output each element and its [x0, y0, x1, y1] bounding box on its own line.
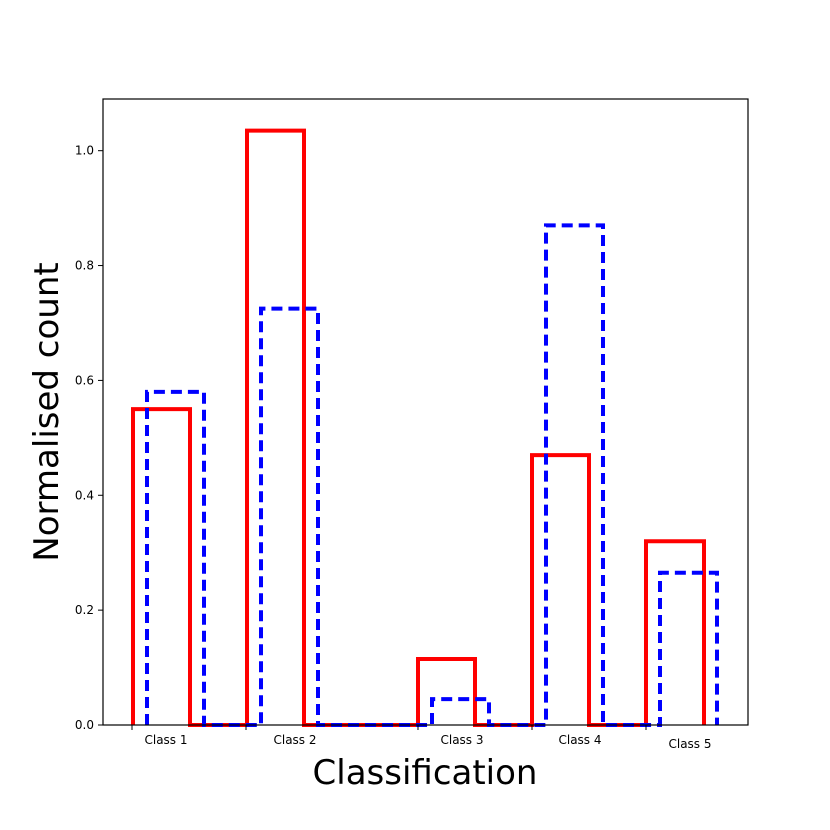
x-tick-label: Class 1	[144, 733, 187, 747]
y-tick-label: 0.0	[75, 718, 94, 732]
y-tick-label: 0.6	[75, 373, 94, 387]
plot-frame	[102, 98, 749, 726]
y-axis-ticks: 0.0 0.2 0.4 0.6 0.8 1.0	[75, 144, 103, 732]
y-tick-label: 0.2	[75, 603, 94, 617]
y-axis-title: Normalised count	[27, 262, 67, 561]
x-tick-label: Class 4	[558, 733, 601, 747]
x-axis-ticks: Class 1 Class 2 Class 3 Class 4 Class 5	[131, 725, 712, 751]
x-tick-label: Class 5	[668, 737, 711, 751]
y-tick-label: 1.0	[75, 144, 94, 158]
series-2-bar-4	[546, 225, 603, 725]
x-tick-label: Class 2	[273, 733, 316, 747]
x-axis-title: Classification	[313, 753, 538, 793]
y-tick-label: 0.4	[75, 488, 94, 502]
series-2-bar-1	[147, 392, 204, 725]
y-tick-label: 0.8	[75, 259, 94, 273]
series-2-bar-3	[432, 699, 489, 725]
x-tick-label: Class 3	[440, 733, 483, 747]
series-2-bar-5	[660, 573, 717, 725]
series-2-bar-2	[261, 309, 318, 725]
